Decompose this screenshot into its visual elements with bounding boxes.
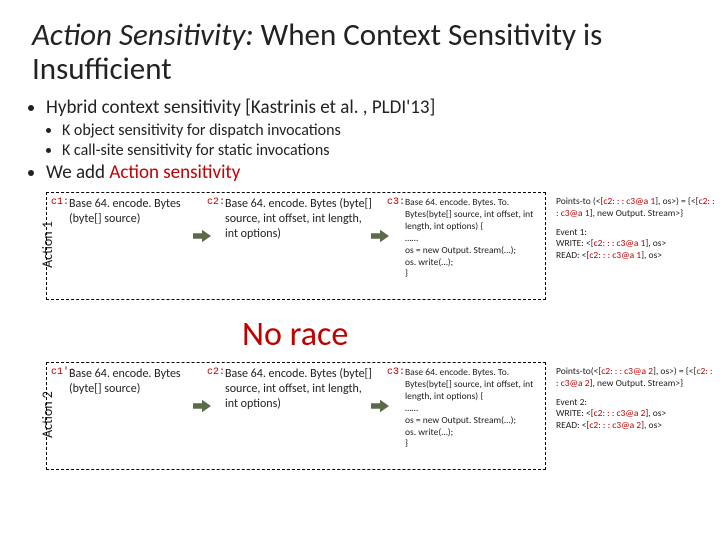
bullet-list: Hybrid context sensitivity [Kastrinis et… bbox=[46, 96, 688, 119]
side-text-2: Points-to(<[c2: : : c3@a 2], os>) = {<[c… bbox=[556, 366, 716, 431]
bullet-list-2: We add Action sensitivity bbox=[46, 161, 688, 184]
subbullet-1a: K object sensitivity for dispatch invoca… bbox=[62, 121, 688, 140]
r1-b-code: Base 64. encode. Bytes (byte[] source, i… bbox=[207, 197, 377, 242]
r1-a-code: Base 64. encode. Bytes (byte[] source) bbox=[51, 197, 196, 227]
title-emph: Action Sensitivity: bbox=[32, 16, 254, 54]
s1-read: READ: <[c2: : : c3@a 1], os> bbox=[556, 250, 716, 261]
r1-a-label: c1: bbox=[51, 197, 69, 208]
page-title: Action Sensitivity: When Context Sensiti… bbox=[32, 18, 688, 86]
r1-cell-b: c2: Base 64. encode. Bytes (byte[] sourc… bbox=[207, 197, 377, 242]
s2-read: READ: <[c2: : : c3@a 2], os> bbox=[556, 420, 716, 431]
r2-a-label: c1': bbox=[51, 367, 75, 378]
r1-b-label: c2: bbox=[207, 197, 225, 208]
s1-points-to: Points-to (<[c2: : : c3@a 1], os>) = {<[… bbox=[556, 196, 716, 219]
r2-b-label: c2: bbox=[207, 367, 225, 378]
r2-cell-c: c3: Base 64. encode. Bytes. To. Bytes(by… bbox=[387, 367, 547, 450]
no-race-label: No race bbox=[242, 314, 348, 355]
side-text-1: Points-to (<[c2: : : c3@a 1], os>) = {<[… bbox=[556, 196, 716, 261]
s2-points-to: Points-to(<[c2: : : c3@a 2], os>) = {<[c… bbox=[556, 366, 716, 389]
action1-box: c1: Base 64. encode. Bytes (byte[] sourc… bbox=[46, 192, 546, 300]
bullet-1: Hybrid context sensitivity [Kastrinis et… bbox=[46, 96, 688, 119]
r2-b-code: Base 64. encode. Bytes (byte[] source, i… bbox=[207, 367, 377, 412]
subbullet-list: K object sensitivity for dispatch invoca… bbox=[62, 121, 688, 160]
diagram: Action 1 Action 2 c1: Base 64. encode. B… bbox=[32, 192, 688, 482]
r1-c-code: Base 64. encode. Bytes. To. Bytes(byte[]… bbox=[387, 197, 547, 280]
subbullet-1b: K call-site sensitivity for static invoc… bbox=[62, 141, 688, 160]
bullet-2-accent: Action sensitivity bbox=[109, 161, 240, 184]
r2-cell-b: c2: Base 64. encode. Bytes (byte[] sourc… bbox=[207, 367, 377, 412]
r1-cell-c: c3: Base 64. encode. Bytes. To. Bytes(by… bbox=[387, 197, 547, 280]
r2-c-label: c3: bbox=[387, 367, 405, 378]
action2-box: c1': Base 64. encode. Bytes (byte[] sour… bbox=[46, 362, 546, 470]
bullet-2-pre: We add bbox=[46, 161, 109, 184]
bullet-2: We add Action sensitivity bbox=[46, 161, 688, 184]
r1-c-label: c3: bbox=[387, 197, 405, 208]
r2-cell-a: c1': Base 64. encode. Bytes (byte[] sour… bbox=[51, 367, 196, 397]
r2-c-code: Base 64. encode. Bytes. To. Bytes(byte[]… bbox=[387, 367, 547, 450]
r1-cell-a: c1: Base 64. encode. Bytes (byte[] sourc… bbox=[51, 197, 196, 227]
